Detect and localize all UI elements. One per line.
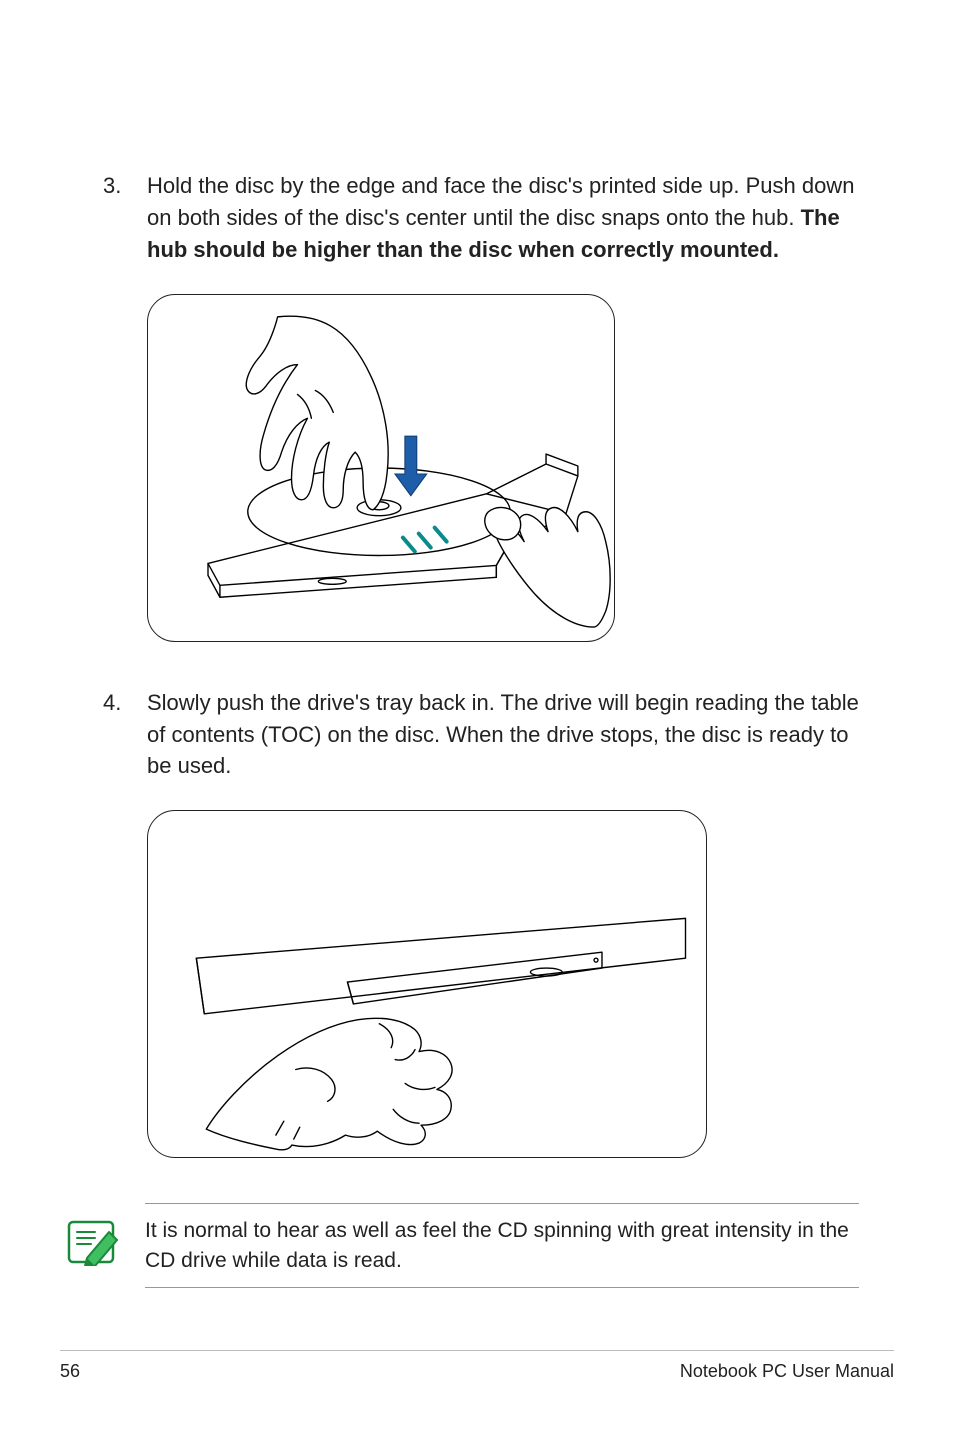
note-pencil-icon: [65, 1218, 121, 1266]
down-arrow-icon: [395, 436, 427, 496]
step-4-text: Slowly push the drive's tray back in. Th…: [147, 690, 859, 779]
step-3-number: 3.: [95, 170, 147, 266]
note-text: It is normal to hear as well as feel the…: [145, 1216, 859, 1275]
page-number: 56: [60, 1361, 80, 1382]
step-4-body: Slowly push the drive's tray back in. Th…: [147, 687, 859, 783]
illustration-push-tray: [147, 810, 707, 1158]
step-4: 4. Slowly push the drive's tray back in.…: [95, 687, 859, 783]
illustration-1-wrap: [147, 294, 859, 647]
page-footer: 56 Notebook PC User Manual: [60, 1350, 894, 1382]
note-callout: It is normal to hear as well as feel the…: [65, 1203, 859, 1288]
footer-rule: [60, 1350, 894, 1351]
illustration-2-wrap: [147, 810, 859, 1163]
step-3-text: Hold the disc by the edge and face the d…: [147, 173, 854, 230]
motion-lines-icon: [403, 527, 447, 551]
illustration-mount-disc: [147, 294, 615, 642]
note-rule-top: [145, 1203, 859, 1204]
note-rule-bottom: [145, 1287, 859, 1288]
step-3-body: Hold the disc by the edge and face the d…: [147, 170, 859, 266]
note-icon-wrap: [65, 1216, 145, 1271]
step-3: 3. Hold the disc by the edge and face th…: [95, 170, 859, 266]
doc-title: Notebook PC User Manual: [680, 1361, 894, 1382]
step-4-number: 4.: [95, 687, 147, 783]
